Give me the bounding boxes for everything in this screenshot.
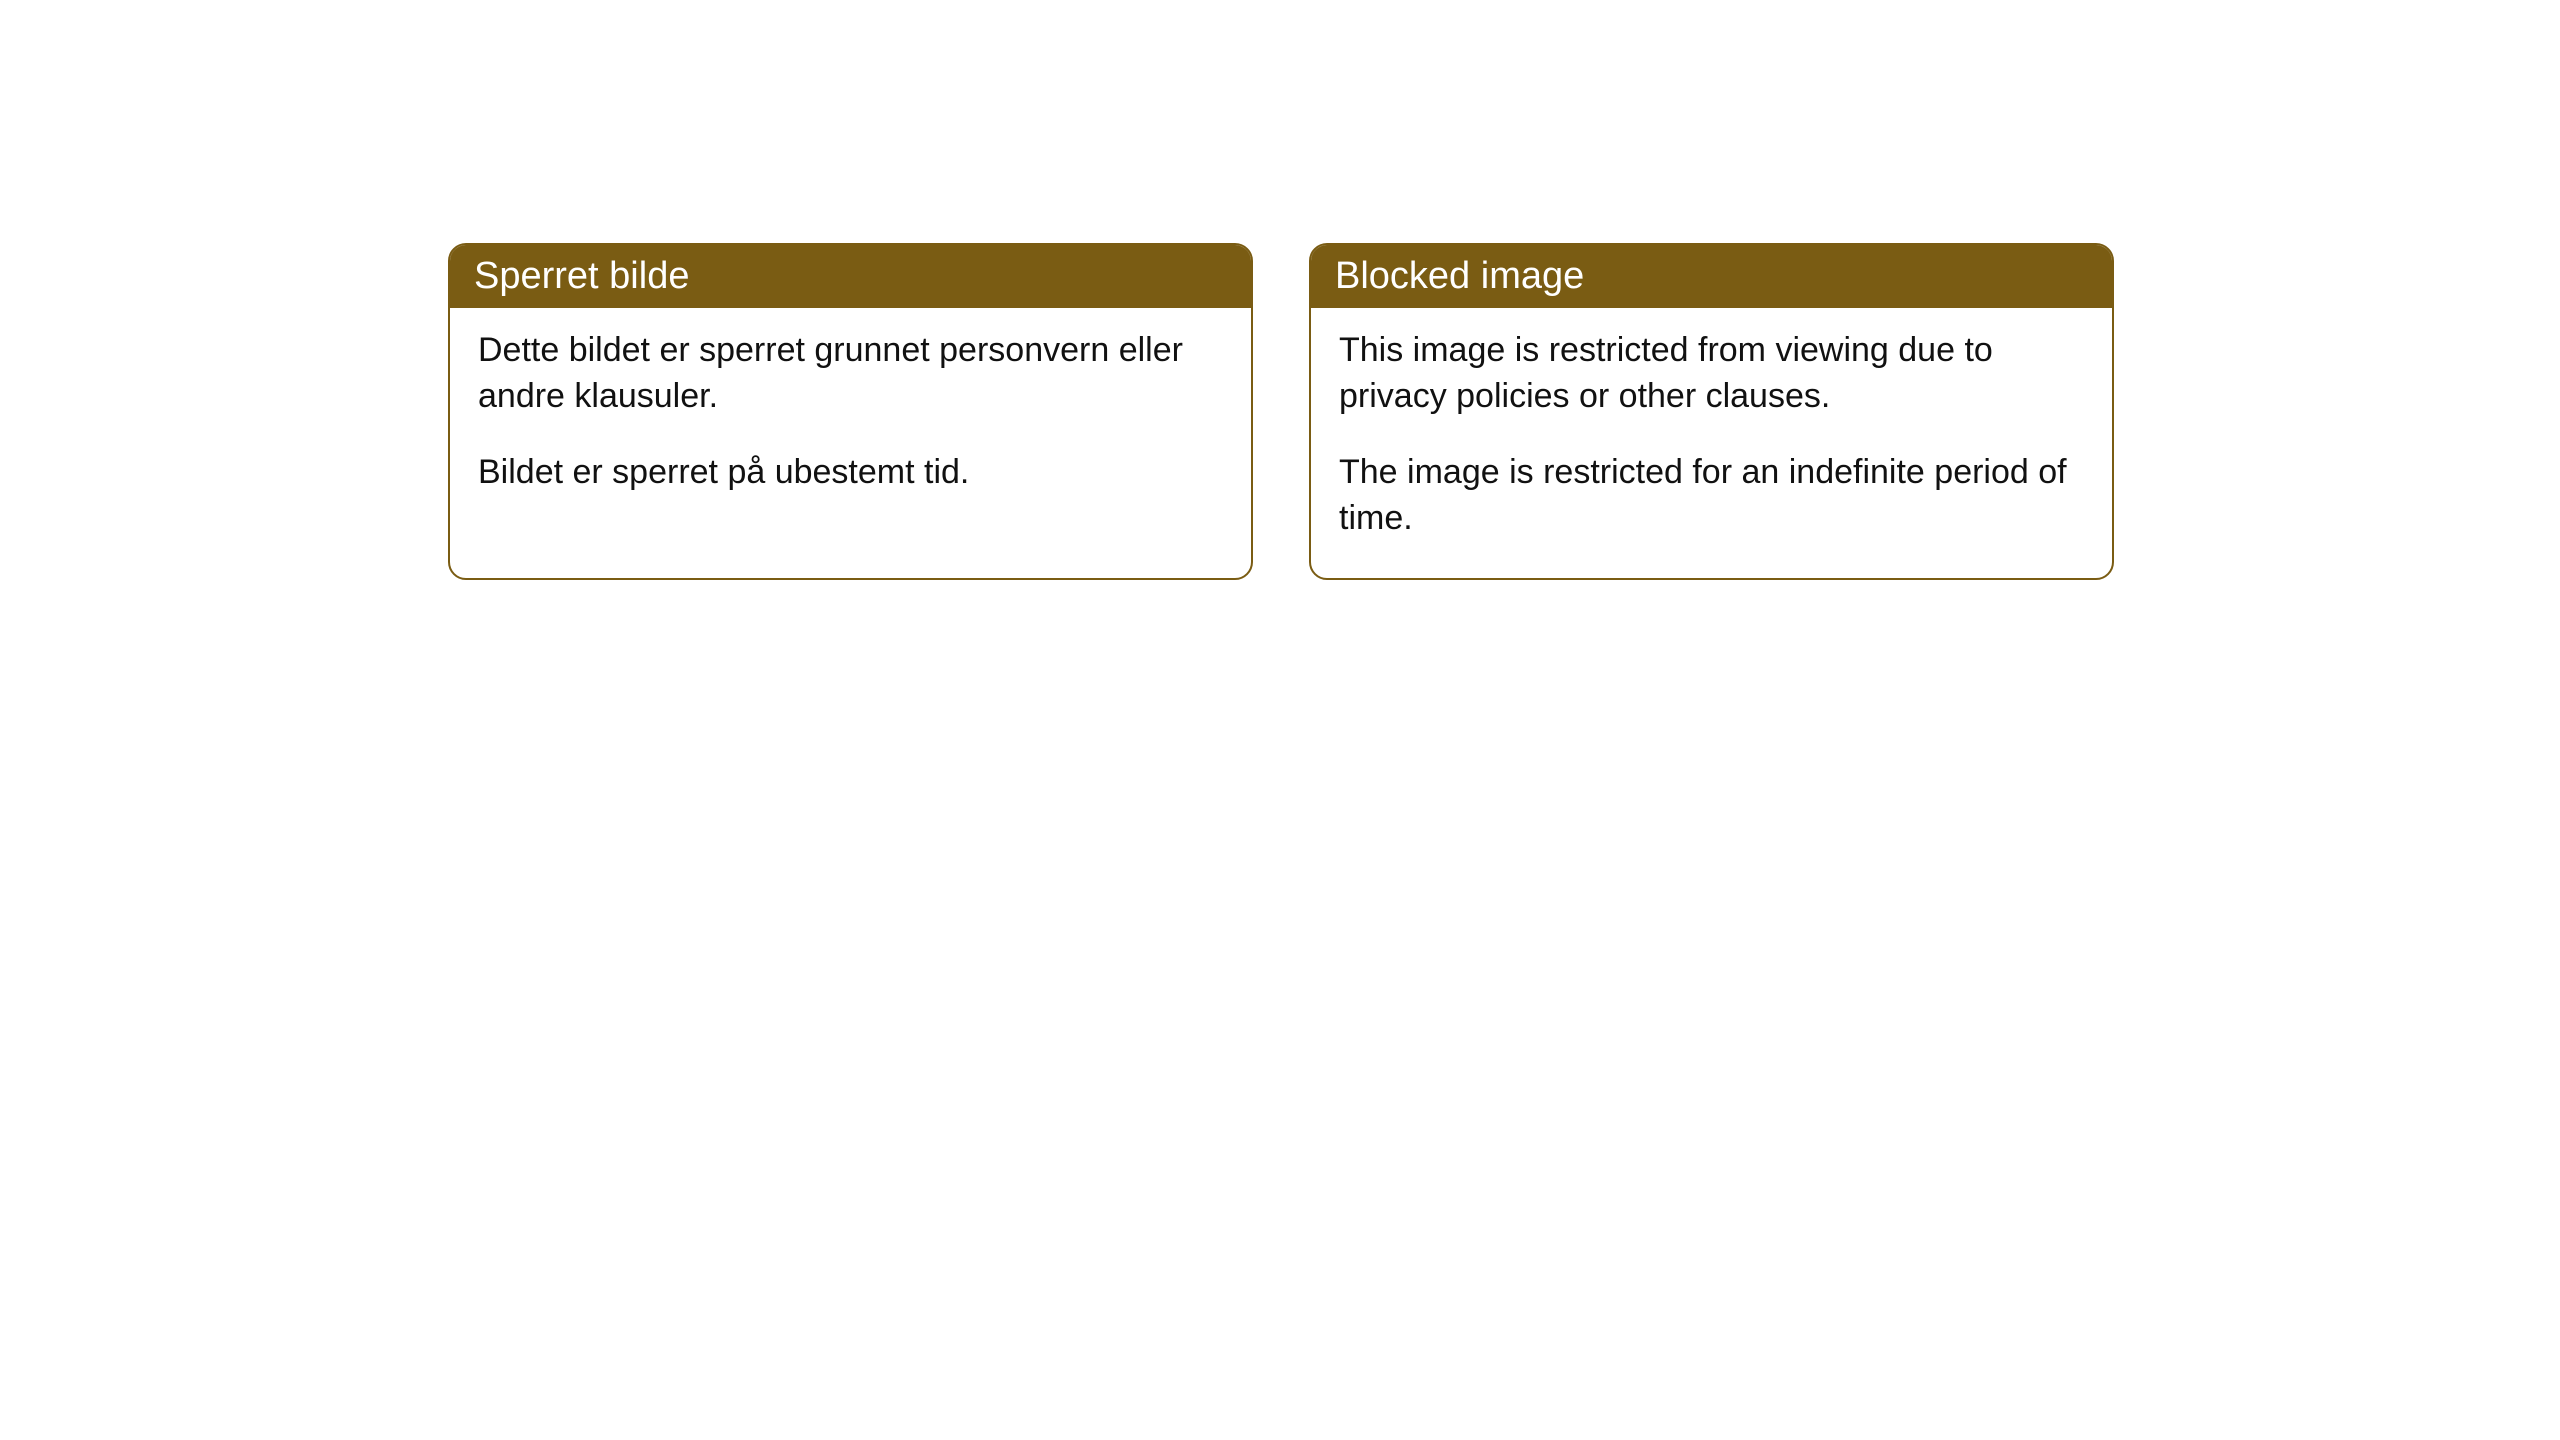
card-header-en: Blocked image: [1311, 245, 2112, 308]
blocked-image-card-no: Sperret bilde Dette bildet er sperret gr…: [448, 243, 1253, 580]
card-body-en: This image is restricted from viewing du…: [1311, 308, 2112, 578]
card-paragraph: Bildet er sperret på ubestemt tid.: [478, 450, 1223, 496]
card-header-no: Sperret bilde: [450, 245, 1251, 308]
notice-container: Sperret bilde Dette bildet er sperret gr…: [448, 243, 2114, 580]
card-paragraph: The image is restricted for an indefinit…: [1339, 450, 2084, 542]
card-paragraph: Dette bildet er sperret grunnet personve…: [478, 328, 1223, 420]
card-paragraph: This image is restricted from viewing du…: [1339, 328, 2084, 420]
card-body-no: Dette bildet er sperret grunnet personve…: [450, 308, 1251, 532]
blocked-image-card-en: Blocked image This image is restricted f…: [1309, 243, 2114, 580]
